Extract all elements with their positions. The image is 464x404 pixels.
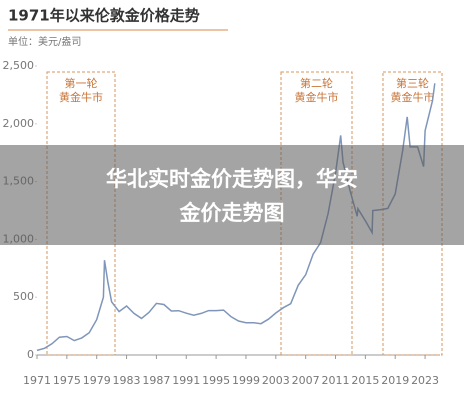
- x-tick-label: 2019: [381, 374, 409, 387]
- y-tick-label: 0: [27, 348, 34, 361]
- y-tick-label: 500: [13, 290, 34, 303]
- annotation: 第二轮黄金牛市: [295, 76, 339, 104]
- x-tick-label: 1983: [113, 374, 141, 387]
- overlay-band: [0, 145, 464, 245]
- overlay-text: 华北实时金价走势图，华安金价走势图: [106, 167, 358, 225]
- x-tick-label: 2023: [411, 374, 439, 387]
- x-tick-label: 1991: [172, 374, 200, 387]
- y-tick-label: 2,500: [3, 59, 35, 72]
- x-tick-label: 1979: [83, 374, 111, 387]
- x-tick-label: 1999: [232, 374, 260, 387]
- x-tick-label: 2007: [292, 374, 320, 387]
- x-tick-label: 2015: [351, 374, 379, 387]
- x-tick-label: 2011: [322, 374, 350, 387]
- y-tick-label: 2,000: [3, 117, 35, 130]
- x-tick-label: 1995: [202, 374, 230, 387]
- x-tick-label: 1987: [142, 374, 170, 387]
- annotation: 第一轮黄金牛市: [59, 76, 103, 104]
- chart-title: 1971年以来伦敦金价格走势: [8, 7, 200, 25]
- x-tick-label: 2003: [262, 374, 290, 387]
- x-tick-label: 1971: [23, 374, 51, 387]
- annotation: 第三轮黄金牛市: [391, 76, 435, 104]
- subtitle: 单位：美元/盎司: [8, 35, 81, 48]
- x-tick-label: 1975: [53, 374, 81, 387]
